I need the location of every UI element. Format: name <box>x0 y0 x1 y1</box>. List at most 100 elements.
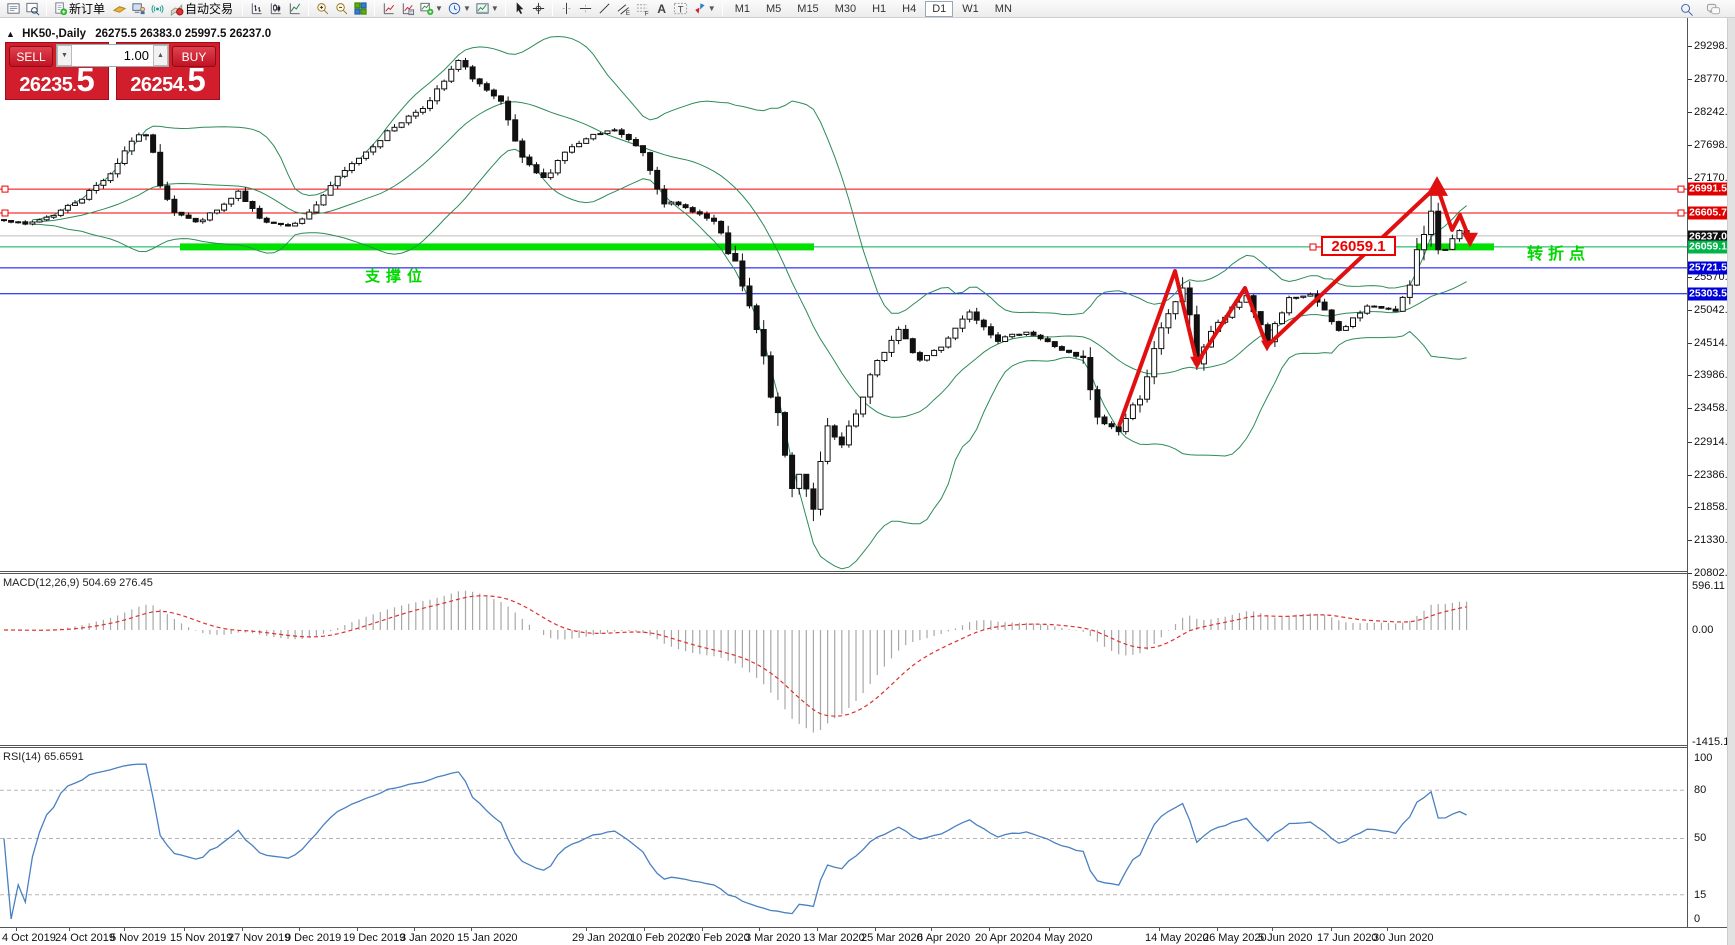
date-tick <box>759 928 760 931</box>
panel-separator[interactable] <box>0 745 1727 748</box>
crosshair-icon-button[interactable] <box>529 0 548 17</box>
support-band[interactable] <box>180 243 814 251</box>
timeframe-w1-button[interactable]: W1 <box>962 2 979 15</box>
date-label: 25 Mar 2020 <box>861 932 923 944</box>
price-tick-label: 24514.0 <box>1694 337 1734 349</box>
timeframe-m1-button[interactable]: M1 <box>734 2 750 15</box>
line-anchor[interactable] <box>1 209 9 217</box>
trendline-icon-button[interactable] <box>595 0 614 17</box>
price-tick-label: 25042.0 <box>1694 304 1734 316</box>
volume-decrease-button[interactable]: ▼ <box>57 45 72 66</box>
turning-point-annotation[interactable]: 转折点 <box>1527 244 1590 263</box>
support-band[interactable] <box>1417 243 1494 251</box>
volume-input[interactable] <box>72 45 153 66</box>
date-axis[interactable]: 4 Oct 2019 24 Oct 2019 5 Nov 2019 15 Nov 20… <box>0 927 1727 945</box>
cursor-icon <box>516 2 524 15</box>
timeframe-m30-button[interactable]: M30 <box>834 2 857 15</box>
timeframe-m5-button[interactable]: M5 <box>766 2 782 15</box>
rsi-panel[interactable] <box>0 748 1687 927</box>
line-chart-icon-button[interactable] <box>285 0 304 17</box>
price-tick-label: 28242.0 <box>1694 106 1734 118</box>
zoom-out-icon-button[interactable] <box>332 0 351 17</box>
trendline-icon <box>599 3 610 14</box>
arrowhead <box>1462 232 1478 248</box>
buy-price-frac: 5 <box>187 61 206 98</box>
timeframe-h4-button[interactable]: H4 <box>902 2 917 15</box>
date-tick <box>414 928 415 931</box>
macd-axis-label: -1415.19 <box>1692 736 1735 748</box>
add-indicator-icon-button[interactable]: ▼ <box>417 0 445 17</box>
price-tick <box>1688 408 1692 409</box>
periods-icon-button[interactable]: ▼ <box>445 0 473 17</box>
window-scrollbar[interactable] <box>1727 18 1735 945</box>
macd-panel[interactable] <box>0 574 1687 745</box>
candlesticks <box>1 57 1470 522</box>
vertical-line-icon-button[interactable] <box>557 0 576 17</box>
date-label: 15 Jan 2020 <box>457 932 518 944</box>
trend-zigzag-arrow[interactable] <box>1117 184 1472 427</box>
date-tick <box>817 928 818 931</box>
toolbar-separator <box>504 1 506 16</box>
autotrading-icon-label: 自动交易 <box>185 2 234 16</box>
line-anchor[interactable] <box>1677 185 1685 193</box>
text-label-icon-button[interactable]: T <box>671 0 690 17</box>
candlestick-chart-icon-button[interactable] <box>266 0 285 17</box>
chat-icon-button[interactable] <box>1704 1 1723 18</box>
toolbar-separator <box>374 1 376 16</box>
fibonacci-icon-button[interactable]: F <box>633 0 652 17</box>
tile-windows-icon-button[interactable] <box>351 0 370 17</box>
chart-ohlc-values: 26275.5 26383.0 25997.5 26237.0 <box>95 28 272 40</box>
date-tick <box>1387 928 1388 931</box>
tile-windows-icon <box>354 2 367 15</box>
line-anchor[interactable] <box>1677 209 1685 217</box>
price-chart[interactable]: 支撑位 转折点 26059.1 <box>0 18 1687 571</box>
charts-list-icon <box>7 3 20 14</box>
macd-histogram <box>10 590 1468 733</box>
rsi-label: RSI(14) 65.6591 <box>3 751 84 763</box>
cursor-icon-button[interactable] <box>510 0 529 17</box>
support-annotation[interactable]: 支撑位 <box>364 267 428 285</box>
data-window-icon-button[interactable] <box>23 0 42 17</box>
volume-increase-button[interactable]: ▲ <box>153 45 168 66</box>
timeframe-mn-button[interactable]: MN <box>994 2 1012 15</box>
line-anchor[interactable] <box>1 185 9 193</box>
equidistant-channel-icon-button[interactable]: E <box>614 0 633 17</box>
dropdown-arrow-icon[interactable]: ▼ <box>490 4 499 13</box>
dropdown-arrow-icon[interactable]: ▼ <box>707 4 716 13</box>
strategy-tester-icon-button[interactable] <box>129 0 148 17</box>
price-tick-label: 21330.0 <box>1694 534 1734 546</box>
timeframe-d1-button[interactable]: D1 <box>925 0 954 17</box>
autotrading-icon-button[interactable]: 自动交易 <box>167 0 238 17</box>
buy-button[interactable]: BUY <box>172 46 216 67</box>
text-icon-button[interactable]: A <box>652 0 671 17</box>
price-axis[interactable]: 29298.0 28770.0 28242.0 27698.0 27170.0 25570… <box>1688 18 1735 927</box>
autotrading-icon <box>170 4 184 16</box>
search-icon-button[interactable] <box>1677 1 1696 18</box>
toolbar-separator <box>551 1 553 16</box>
panel-collapse-icon[interactable]: ▲ <box>6 29 15 39</box>
date-tick <box>1272 928 1273 931</box>
rsi-axis-label: 0 <box>1694 913 1701 925</box>
horizontal-line-icon-button[interactable] <box>576 0 595 17</box>
dropdown-arrow-icon[interactable]: ▼ <box>435 4 443 13</box>
indicators-icon-button[interactable] <box>379 0 398 17</box>
metaeditor-icon-button[interactable] <box>110 0 129 17</box>
arrows-icon-button[interactable]: ▼ <box>690 0 718 17</box>
indicators-icon <box>383 3 395 15</box>
price-callout-box[interactable] <box>1321 236 1396 256</box>
templates-icon-button[interactable]: ▼ <box>473 0 501 17</box>
timeframe-m15-button[interactable]: M15 <box>797 2 819 15</box>
timeframe-h1-button[interactable]: H1 <box>872 2 887 15</box>
date-tick <box>1217 928 1218 931</box>
date-tick <box>989 928 990 931</box>
charts-list-icon-button[interactable] <box>4 0 23 17</box>
zoom-in-icon-button[interactable] <box>313 0 332 17</box>
bar-chart-icon-button[interactable] <box>247 0 266 17</box>
panel-separator[interactable] <box>0 571 1727 574</box>
signals-icon-button[interactable] <box>148 0 167 17</box>
toolbar-separator <box>242 1 244 16</box>
indicator-list-icon-button[interactable] <box>398 0 417 17</box>
new-order-icon-button[interactable]: 新订单 <box>51 0 110 17</box>
dropdown-arrow-icon[interactable]: ▼ <box>462 4 471 13</box>
sell-button[interactable]: SELL <box>9 46 53 67</box>
